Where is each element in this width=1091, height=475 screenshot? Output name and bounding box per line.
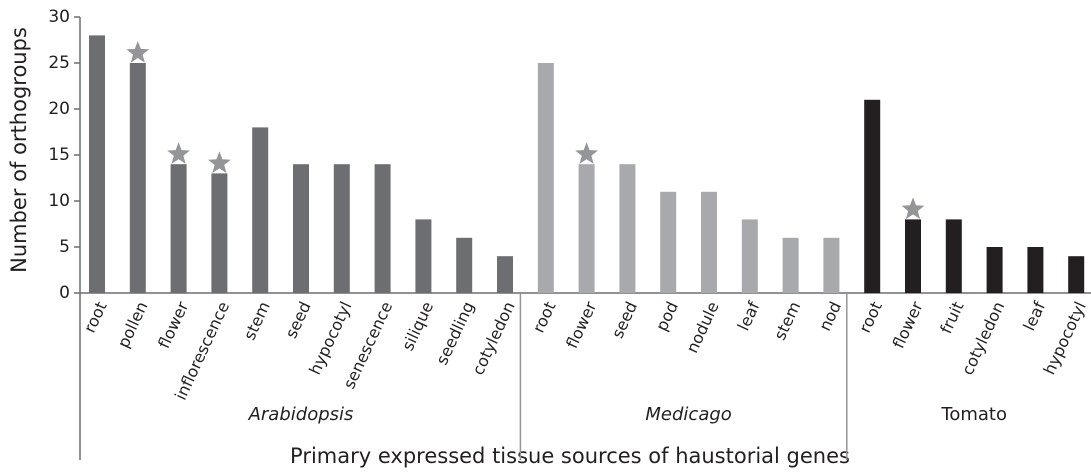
bar — [293, 164, 309, 293]
y-tick-label: 0 — [59, 283, 70, 303]
x-tick-label: flower — [154, 298, 192, 351]
x-tick-label: root — [80, 299, 111, 336]
y-tick-label: 20 — [48, 99, 70, 119]
x-tick-label: seed — [281, 299, 314, 342]
y-axis-label: Number of orthogroups — [7, 27, 31, 273]
bar — [864, 99, 881, 293]
y-tick-label: 30 — [48, 7, 70, 27]
group-label: Medicago — [645, 404, 731, 425]
x-tick-label: leaf — [1019, 298, 1049, 333]
significance-star — [167, 142, 190, 164]
x-tick-label: fruit — [936, 299, 967, 337]
y-tick-label: 5 — [59, 237, 70, 257]
bar — [701, 191, 717, 293]
significance-star — [575, 142, 598, 164]
group-label: Arabidopsis — [248, 404, 354, 425]
x-tick-label: root — [855, 299, 886, 336]
bar — [823, 237, 840, 293]
x-tick-label: seed — [608, 299, 641, 342]
x-tick-label: root — [529, 299, 560, 336]
x-tick-label: stem — [240, 299, 274, 343]
significance-star — [208, 151, 231, 174]
bar — [129, 63, 146, 293]
x-tick-label: stem — [770, 299, 804, 343]
x-tick-label: flower — [562, 298, 600, 351]
bar — [415, 219, 432, 293]
x-tick-label: pod — [652, 299, 682, 334]
x-tick-label: silique — [398, 299, 437, 354]
x-tick-label: leaf — [734, 298, 764, 333]
x-tick-label: nod — [815, 299, 845, 334]
y-tick-label: 25 — [48, 53, 70, 73]
bar — [89, 35, 105, 294]
group-label: Tomato — [940, 404, 1007, 425]
bar — [619, 164, 636, 293]
bar — [578, 164, 595, 293]
bar — [170, 164, 187, 293]
x-tick-label: flower — [889, 298, 927, 351]
x-tick-label: pollen — [114, 299, 152, 351]
bar — [660, 191, 677, 293]
bar — [374, 164, 391, 293]
bar — [1068, 256, 1085, 293]
significance-star — [126, 41, 150, 63]
x-tick-label: seedling — [432, 299, 478, 368]
y-tick-label: 10 — [48, 191, 70, 211]
bar — [333, 164, 350, 293]
bar — [1027, 247, 1044, 293]
bar — [497, 256, 513, 293]
bar — [782, 237, 799, 293]
bar — [252, 127, 269, 294]
x-tick-label: nodule — [682, 299, 722, 356]
bar — [456, 237, 473, 293]
bar — [211, 173, 228, 293]
significance-star — [901, 197, 925, 220]
bar — [986, 247, 1003, 293]
bar — [945, 219, 962, 293]
bar — [537, 63, 554, 293]
x-axis-label: Primary expressed tissue sources of haus… — [290, 444, 850, 468]
bar — [905, 219, 921, 293]
bar — [741, 219, 758, 293]
y-tick-label: 15 — [48, 145, 70, 165]
